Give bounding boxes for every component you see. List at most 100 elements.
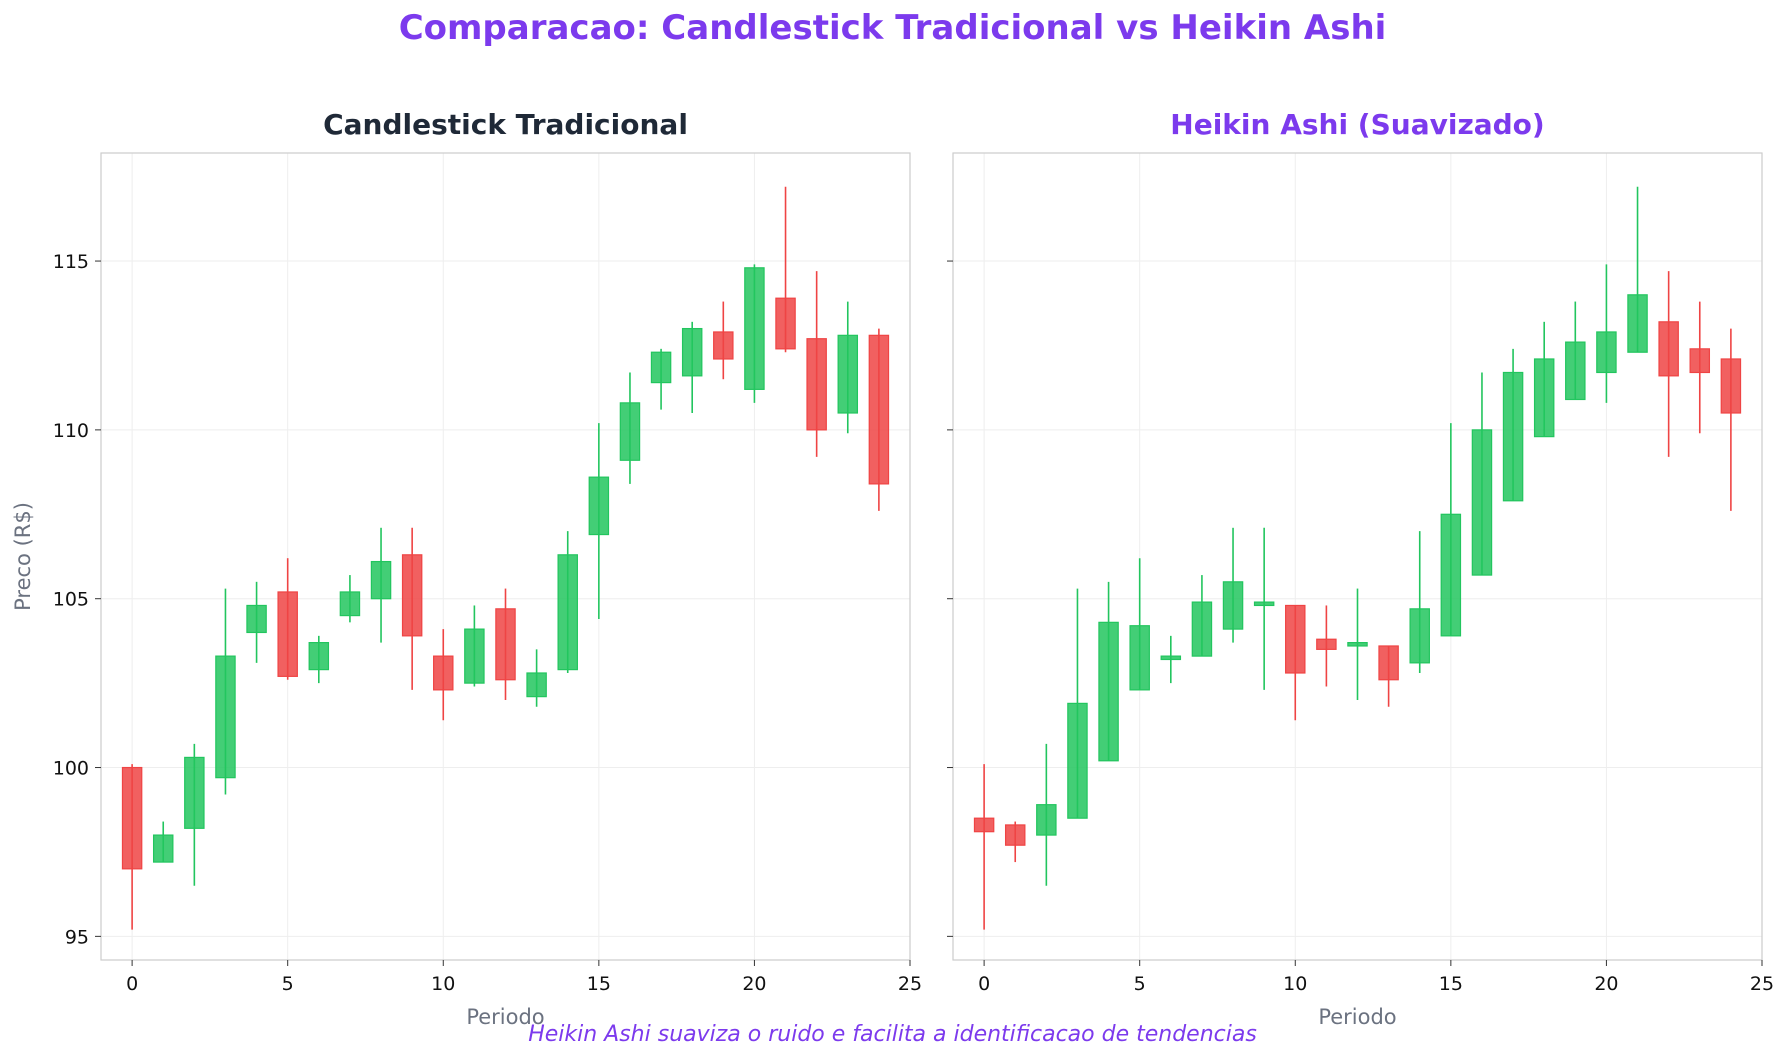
x-tick-label: 25 [1750, 973, 1774, 995]
candle [184, 743, 205, 886]
candle-body [1378, 645, 1399, 681]
candle-body [1222, 581, 1244, 630]
candle-body [588, 476, 610, 536]
candle [1471, 372, 1493, 576]
candle-body [1191, 601, 1213, 657]
x-tick-label: 20 [1594, 973, 1618, 995]
candle [775, 186, 796, 353]
candle-body [1409, 608, 1430, 664]
x-tick-label: 5 [1134, 973, 1146, 995]
plot-area [953, 153, 1762, 960]
y-tick-label: 115 [53, 251, 89, 273]
candle-body [619, 402, 641, 461]
figure-footer-note: Heikin Ashi suaviza o ruido e facilita a… [528, 1022, 1257, 1047]
candle [370, 527, 392, 643]
plot-frame [952, 152, 1763, 961]
candle [1285, 604, 1306, 721]
candle [526, 649, 547, 707]
candle [1627, 186, 1648, 353]
candle [619, 372, 641, 484]
candle-body [837, 334, 859, 414]
panel-title: Candlestick Tradicional [323, 108, 688, 141]
candle-body [744, 267, 765, 390]
candle [1098, 581, 1119, 762]
candle [1658, 271, 1679, 457]
candle [1502, 348, 1524, 502]
candle-body [1627, 294, 1648, 353]
candle [588, 423, 610, 619]
plot-frame [100, 152, 911, 961]
candle-body [370, 560, 392, 600]
x-tick-label: 15 [1439, 973, 1463, 995]
candle-body [464, 628, 485, 684]
candle [1720, 328, 1742, 511]
candle-body [1440, 513, 1462, 637]
candle-body [1098, 621, 1119, 762]
x-tick-label: 15 [587, 973, 611, 995]
chart-panel-2: 0 5 10 15 20 25 Heikin Ashi (Suavizado) Periodo [947, 108, 1774, 1029]
candle [557, 531, 578, 673]
candle-body [1347, 642, 1368, 647]
candle-body [1720, 358, 1742, 414]
candle-body [1160, 655, 1182, 661]
candle-body [184, 756, 205, 829]
candle-body [526, 672, 547, 698]
candle-body [1253, 601, 1275, 607]
candle [1689, 301, 1711, 434]
candle [1067, 588, 1088, 819]
candle [121, 764, 143, 930]
candle-body [246, 604, 267, 634]
x-tick-label: 10 [1283, 973, 1307, 995]
candle-body [1004, 824, 1026, 846]
candle [246, 581, 267, 663]
candle [308, 635, 330, 684]
x-tick-label: 5 [282, 973, 294, 995]
candle [495, 588, 516, 701]
candle-body [1036, 804, 1057, 836]
candle [215, 588, 236, 795]
candle-body [1596, 331, 1617, 374]
x-tick-label: 10 [431, 973, 455, 995]
candle-body [1067, 702, 1088, 819]
candle-body [713, 331, 734, 360]
candle [1253, 527, 1275, 690]
candle-body [308, 642, 330, 671]
candle-body [806, 338, 827, 431]
candle-body [775, 297, 796, 350]
candle-body [433, 655, 454, 691]
candle [1222, 527, 1244, 643]
candle-body [1658, 321, 1679, 377]
candle [1440, 423, 1462, 637]
x-axis-label: Periodo [1318, 1005, 1396, 1029]
candle-body [1129, 625, 1150, 691]
candle [1129, 558, 1150, 691]
candle [806, 271, 827, 457]
candle-body [152, 834, 174, 863]
figure-title: Comparacao: Candlestick Tradicional vs H… [398, 8, 1387, 48]
candle-body [1502, 371, 1524, 502]
candle [837, 301, 859, 434]
chart-panel-1: 0 5 10 15 20 25 95 100 105 110 115 Candlestick Trad… [11, 108, 922, 1029]
candle [1004, 821, 1026, 863]
candle [1596, 264, 1617, 403]
candle [1191, 575, 1213, 657]
candle [868, 328, 890, 511]
y-tick-label: 100 [53, 758, 89, 780]
x-tick-label: 0 [978, 973, 990, 995]
candle [1036, 743, 1057, 886]
candle [1409, 531, 1430, 673]
candle [744, 264, 765, 403]
candle [433, 629, 454, 721]
candle [339, 575, 361, 623]
candle-body [557, 554, 578, 671]
x-tick-label: 0 [126, 973, 138, 995]
y-tick-label: 105 [53, 589, 89, 611]
candle-body [1316, 638, 1337, 650]
candle-body [1285, 604, 1306, 674]
candle [973, 764, 995, 930]
candle-body [650, 351, 672, 384]
candle-body [277, 591, 298, 677]
x-axis-label: Periodo [466, 1005, 544, 1029]
candle-body [868, 334, 890, 485]
